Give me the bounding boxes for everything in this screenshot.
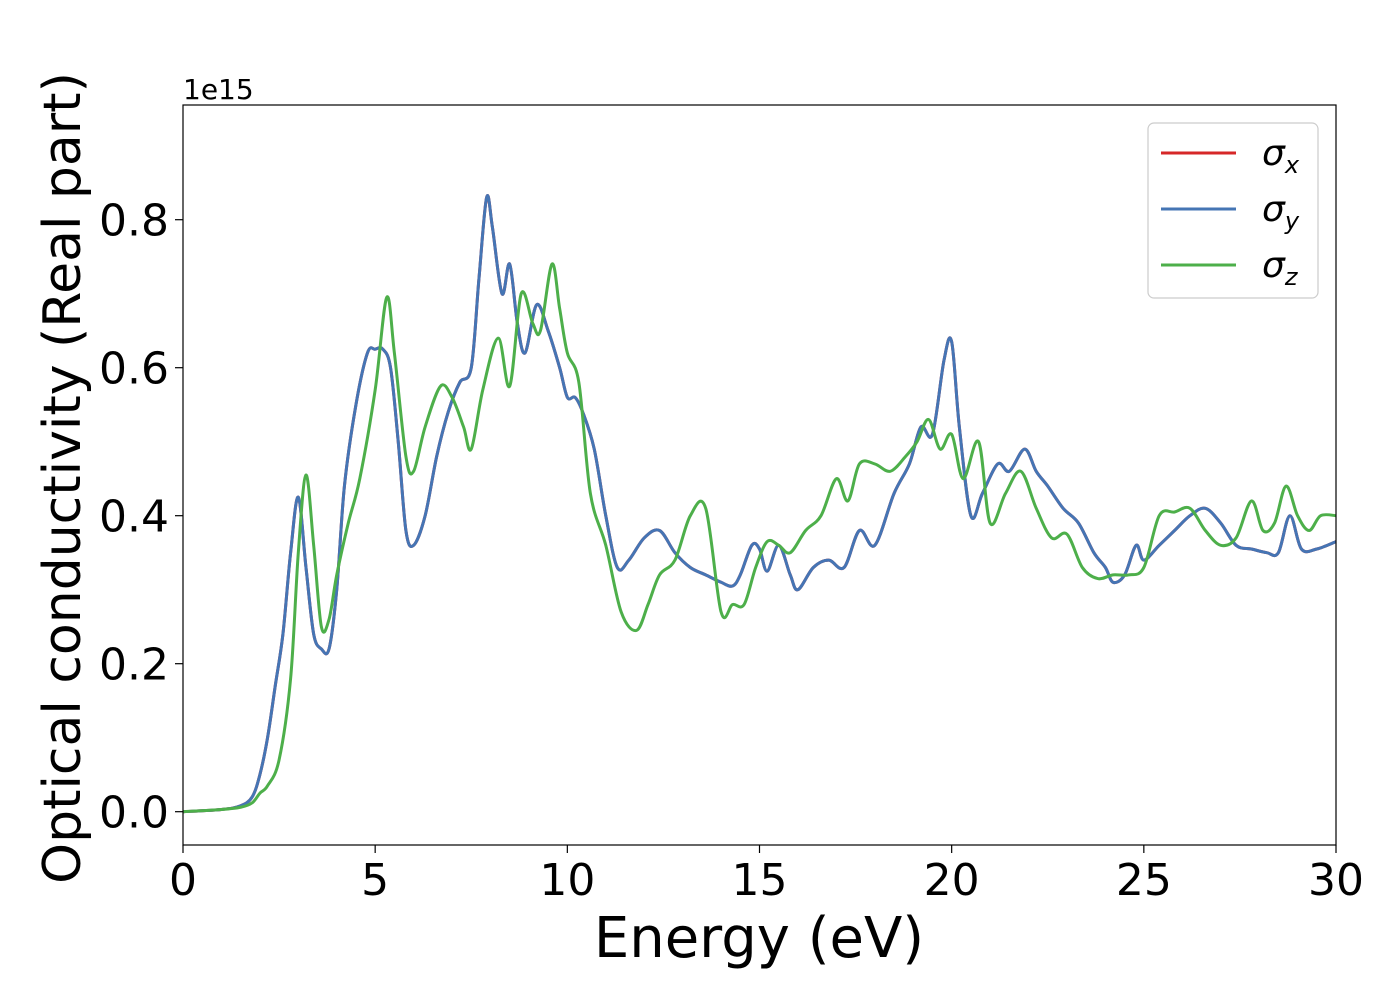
- series-line-z: [183, 262, 1336, 814]
- y-tick-label: 0.6: [99, 344, 169, 395]
- x-tick-label: 30: [1308, 855, 1364, 906]
- x-tick-label: 25: [1116, 855, 1172, 906]
- series-line-y: [183, 194, 1336, 814]
- y-tick-label: 0.0: [99, 788, 169, 839]
- y-tick-label: 0.4: [99, 492, 169, 543]
- x-axis-label: Energy (eV): [594, 906, 924, 971]
- y-scale-label: 1e15: [183, 73, 254, 106]
- x-tick-label: 0: [169, 855, 197, 906]
- x-tick-label: 5: [361, 855, 389, 906]
- y-tick-label: 0.8: [99, 196, 169, 247]
- y-tick-label: 0.2: [99, 640, 169, 691]
- x-tick-label: 20: [924, 855, 980, 906]
- axes-layer: 0 5 10 15 20 25 30 0.0 0.2 0.4 0.6 0.8: [99, 196, 1364, 906]
- legend-label-x: σx: [1262, 133, 1300, 179]
- legend-label-y: σy: [1262, 189, 1300, 235]
- series-layer: [183, 194, 1336, 814]
- x-tick-label: 10: [539, 855, 595, 906]
- y-axis-label: Optical conductivity (Real part): [33, 72, 93, 884]
- x-tick-label: 15: [732, 855, 788, 906]
